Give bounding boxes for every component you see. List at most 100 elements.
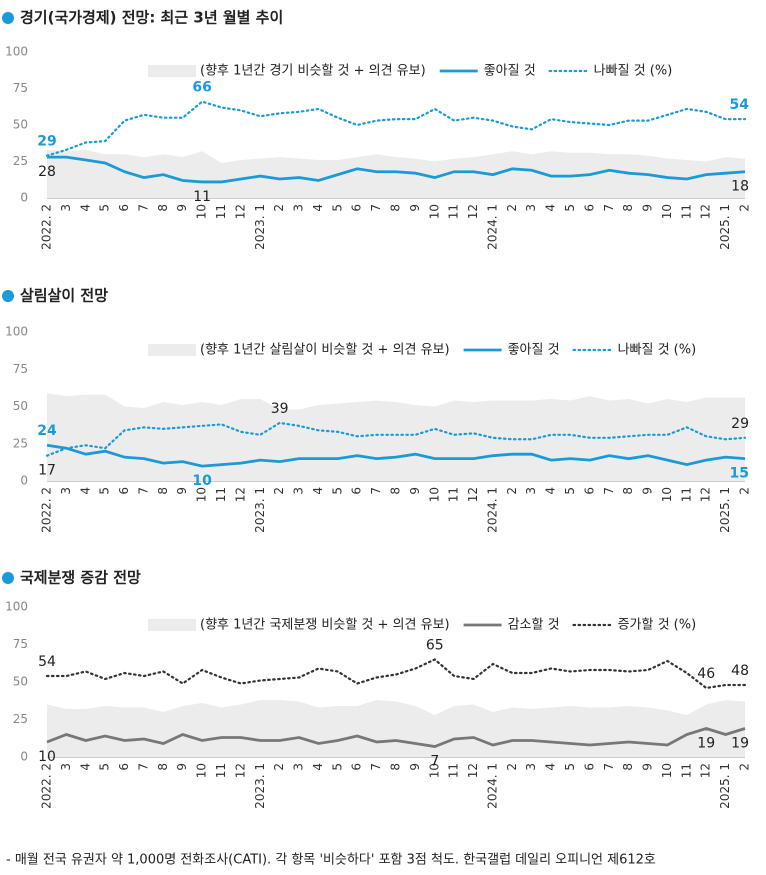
y-tick-label: 25 — [13, 712, 28, 726]
x-tick-label: 7 — [369, 763, 383, 771]
x-tick-label: 7 — [602, 487, 616, 495]
x-tick-label: 7 — [136, 487, 150, 495]
x-tick-label: 12 — [233, 763, 247, 778]
legend-label: 좋아질 것 — [484, 64, 536, 79]
line — [45, 421, 747, 457]
title-dot — [2, 12, 14, 24]
x-tick-label: 4 — [311, 487, 325, 495]
x-tick-label: 7 — [136, 204, 150, 212]
title-dot — [2, 572, 14, 584]
legend-label: (향후 1년간 국제분쟁 비슷할 것 + 의견 유보) — [200, 618, 450, 633]
x-tick-label: 5 — [330, 487, 344, 495]
x-tick-label: 10 — [195, 763, 209, 778]
x-tick-label: 4 — [78, 204, 92, 212]
x-tick-label: 7 — [136, 763, 150, 771]
line — [45, 100, 747, 157]
data-label: 48 — [731, 663, 749, 679]
x-tick-label: 9 — [641, 204, 655, 212]
x-tick-label: 2023. 1 — [253, 204, 267, 250]
x-tick-label: 11 — [447, 763, 461, 778]
x-tick-label: 2024. 1 — [485, 763, 499, 809]
legend-label: 감소할 것 — [508, 618, 560, 633]
x-tick-label: 2 — [738, 487, 752, 495]
x-tick-label: 2024. 1 — [485, 487, 499, 533]
legend-swatch — [148, 619, 196, 631]
x-tick-label: 4 — [78, 763, 92, 771]
x-tick-label: 8 — [389, 763, 403, 771]
y-tick-label: 50 — [13, 675, 28, 689]
x-tick-label: 6 — [350, 204, 364, 212]
x-tick-label: 2023. 1 — [253, 487, 267, 533]
x-tick-label: 2022. 2 — [40, 487, 54, 533]
y-tick-label: 75 — [13, 637, 28, 651]
data-label: 39 — [271, 401, 289, 417]
x-tick-label: 8 — [621, 204, 635, 212]
x-tick-label: 10 — [660, 763, 674, 778]
x-tick-label: 2025. 1 — [718, 487, 732, 533]
x-tick-label: 5 — [563, 204, 577, 212]
data-label: 18 — [731, 179, 749, 195]
x-tick-label: 2 — [505, 487, 519, 495]
x-tick-label: 5 — [330, 204, 344, 212]
x-tick-label: 12 — [466, 763, 480, 778]
x-tick-label: 7 — [369, 487, 383, 495]
x-tick-label: 2 — [272, 763, 286, 771]
x-tick-label: 7 — [602, 763, 616, 771]
x-tick-label: 9 — [641, 763, 655, 771]
x-tick-label: 11 — [679, 487, 693, 502]
x-tick-label: 6 — [117, 487, 131, 495]
x-tick-label: 10 — [427, 204, 441, 219]
x-tick-label: 8 — [389, 204, 403, 212]
chart-title: 국제분쟁 증감 전망 — [20, 569, 141, 587]
legend-label: 나빠질 것 (%) — [618, 343, 697, 358]
x-tick-label: 9 — [641, 487, 655, 495]
x-tick-label: 2022. 2 — [40, 204, 54, 250]
x-tick-label: 11 — [679, 204, 693, 219]
x-tick-label: 4 — [311, 763, 325, 771]
x-tick-label: 6 — [582, 763, 596, 771]
legend-label: (향후 1년간 살림살이 비슷할 것 + 의견 유보) — [200, 343, 450, 358]
x-tick-label: 2 — [505, 763, 519, 771]
x-tick-label: 6 — [582, 204, 596, 212]
x-tick-label: 9 — [175, 487, 189, 495]
x-tick-label: 11 — [447, 204, 461, 219]
y-tick-label: 50 — [13, 399, 28, 413]
x-tick-label: 5 — [98, 204, 112, 212]
data-label: 65 — [426, 638, 444, 654]
x-tick-label: 3 — [292, 487, 306, 495]
data-label: 29 — [37, 134, 56, 150]
x-tick-label: 2 — [272, 204, 286, 212]
x-tick-label: 12 — [466, 487, 480, 502]
x-tick-label: 3 — [59, 763, 73, 771]
y-tick-label: 50 — [13, 118, 28, 132]
data-label: 7 — [430, 754, 439, 770]
y-tick-label: 0 — [20, 750, 28, 764]
y-tick-label: 0 — [20, 191, 28, 205]
data-label: 46 — [697, 666, 715, 682]
x-tick-label: 6 — [350, 763, 364, 771]
x-tick-label: 2025. 1 — [718, 204, 732, 250]
x-tick-label: 2023. 1 — [253, 763, 267, 809]
x-tick-label: 10 — [660, 204, 674, 219]
y-tick-label: 25 — [13, 154, 28, 168]
line — [46, 727, 746, 748]
legend-label: 증가할 것 (%) — [618, 618, 697, 633]
data-label: 10 — [38, 749, 56, 765]
x-tick-label: 2 — [272, 487, 286, 495]
x-tick-label: 8 — [156, 204, 170, 212]
data-label: 17 — [38, 463, 56, 479]
legend-label: 나빠질 것 (%) — [594, 64, 673, 79]
footnote: - 매월 전국 유권자 약 1,000명 전화조사(CATI). 각 항목 '비… — [6, 853, 656, 868]
data-label: 28 — [38, 164, 56, 180]
y-tick-label: 75 — [13, 81, 28, 95]
x-tick-label: 10 — [660, 487, 674, 502]
x-tick-label: 9 — [408, 204, 422, 212]
data-label: 29 — [731, 416, 749, 432]
x-tick-label: 5 — [563, 763, 577, 771]
data-label: 24 — [37, 423, 57, 439]
x-tick-label: 4 — [544, 204, 558, 212]
title-dot — [2, 290, 14, 302]
chart-title: 경기(국가경제) 전망: 최근 3년 월별 추이 — [20, 9, 283, 27]
data-label: 11 — [193, 189, 211, 205]
